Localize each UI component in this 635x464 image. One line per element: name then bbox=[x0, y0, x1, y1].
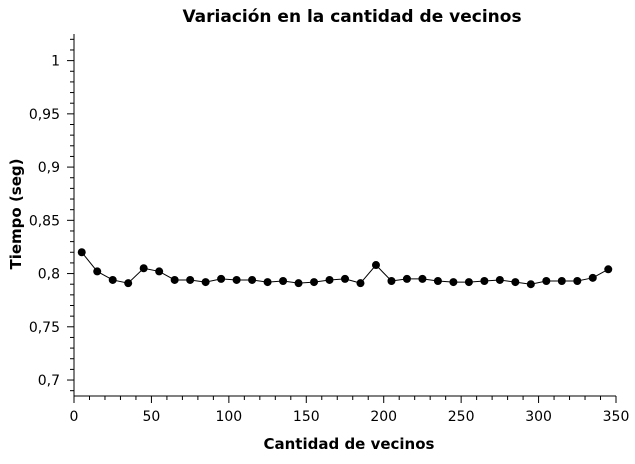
data-point bbox=[108, 275, 117, 284]
y-tick-label: 0,95 bbox=[29, 107, 60, 123]
data-point bbox=[511, 278, 520, 287]
data-point bbox=[433, 277, 442, 286]
data-point bbox=[124, 279, 133, 288]
data-point bbox=[526, 280, 535, 289]
data-point bbox=[248, 275, 257, 284]
data-point bbox=[588, 273, 597, 282]
x-tick-label: 200 bbox=[370, 409, 397, 425]
data-point bbox=[402, 274, 411, 283]
x-tick-label: 100 bbox=[215, 409, 242, 425]
x-tick-label: 50 bbox=[143, 409, 161, 425]
y-tick-label: 0,7 bbox=[38, 373, 60, 389]
data-point bbox=[186, 275, 195, 284]
data-point bbox=[573, 277, 582, 286]
data-point bbox=[325, 275, 334, 284]
x-tick-label: 0 bbox=[70, 409, 79, 425]
data-point bbox=[387, 277, 396, 286]
y-tick-label: 1 bbox=[51, 54, 60, 70]
x-tick-label: 250 bbox=[448, 409, 475, 425]
data-point bbox=[263, 278, 272, 287]
data-point bbox=[480, 277, 489, 286]
y-axis-ticks: 0,7 0,75 0,8 0,85 0,9 0,95 1 bbox=[29, 38, 74, 392]
data-point bbox=[93, 267, 102, 276]
data-point bbox=[371, 261, 380, 270]
y-axis-label: Tiempo (seg) bbox=[7, 159, 25, 270]
data-point bbox=[77, 248, 86, 257]
y-tick-label: 0,75 bbox=[29, 320, 60, 336]
data-point bbox=[310, 278, 319, 287]
x-tick-label: 150 bbox=[293, 409, 320, 425]
data-point bbox=[418, 274, 427, 283]
data-point bbox=[201, 278, 210, 287]
data-point bbox=[341, 274, 349, 283]
chart-title: Variación en la cantidad de vecinos bbox=[182, 7, 521, 27]
data-point bbox=[604, 265, 613, 274]
y-tick-label: 0,85 bbox=[29, 213, 60, 229]
axes bbox=[73, 34, 616, 397]
data-point bbox=[356, 279, 365, 288]
data-point bbox=[279, 277, 288, 286]
data-point bbox=[464, 278, 473, 287]
data-point bbox=[155, 267, 164, 276]
data-point bbox=[495, 275, 504, 284]
x-axis-label: Cantidad de vecinos bbox=[264, 435, 435, 453]
data-point bbox=[170, 275, 179, 284]
data-point bbox=[294, 279, 303, 288]
data-point bbox=[232, 275, 241, 284]
data-point bbox=[139, 264, 148, 273]
data-point bbox=[217, 274, 226, 283]
data-point bbox=[542, 277, 551, 286]
data-point bbox=[449, 278, 458, 287]
x-tick-label: 350 bbox=[603, 409, 630, 425]
data-point bbox=[557, 277, 566, 286]
y-tick-label: 0,9 bbox=[38, 160, 60, 176]
y-tick-label: 0,8 bbox=[38, 267, 60, 283]
series-layer bbox=[77, 248, 613, 289]
x-axis-ticks: 0 50 100 150 200 250 300 350 bbox=[70, 396, 630, 425]
x-tick-label: 300 bbox=[525, 409, 552, 425]
